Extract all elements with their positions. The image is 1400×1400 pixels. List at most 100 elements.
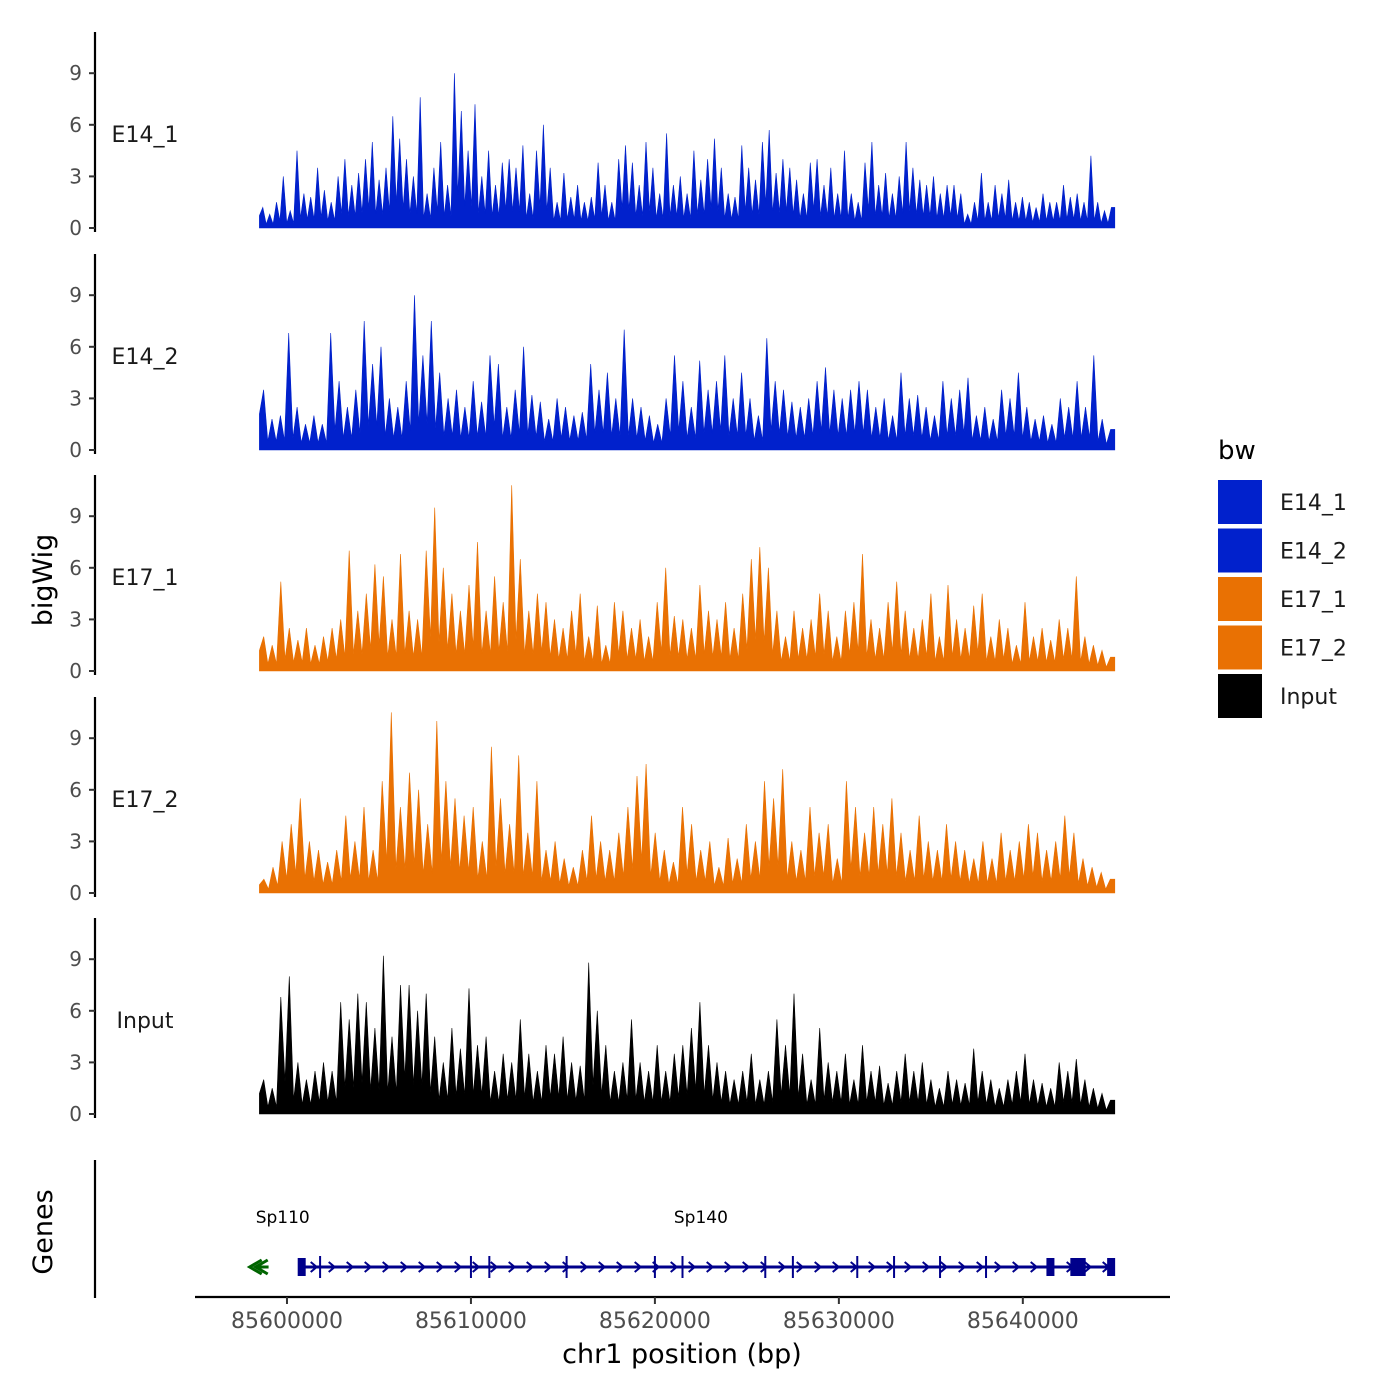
- y-tick-label: 9: [69, 504, 82, 528]
- strand-arrow: [252, 1258, 269, 1276]
- exon: [1107, 1258, 1116, 1276]
- exon: [764, 1256, 767, 1278]
- exon: [653, 1256, 656, 1278]
- signal-tracks: 0 3 6 9 E14_1 0 3 6 9 E14_2 0 3 6 9 E17_1 0 3 6 9 E17_2 0 3 6 9…: [69, 32, 1116, 1126]
- exon: [1046, 1258, 1055, 1276]
- y-tick-label: 0: [69, 438, 82, 462]
- legend-swatch: [1218, 577, 1262, 621]
- strand-arrow: [1084, 1261, 1093, 1273]
- strand-arrow: [364, 1261, 373, 1273]
- track-label: E14_2: [112, 345, 179, 370]
- strand-arrow: [796, 1261, 805, 1273]
- strand-arrow: [436, 1261, 445, 1273]
- exon: [488, 1256, 491, 1278]
- track-e14-1: 0 3 6 9 E14_1: [69, 32, 1116, 240]
- strand-arrow: [418, 1261, 427, 1273]
- y-tick-label: 0: [69, 659, 82, 683]
- legend-swatch: [1218, 528, 1262, 573]
- signal-area: [259, 73, 1116, 229]
- strand-arrow: [508, 1261, 517, 1273]
- strand-arrow: [922, 1261, 931, 1273]
- strand-arrow: [814, 1261, 823, 1273]
- strand-arrow: [1030, 1261, 1039, 1273]
- exon: [565, 1256, 568, 1278]
- strand-arrow: [868, 1261, 877, 1273]
- x-tick-label: 85610000: [415, 1309, 527, 1334]
- x-tick-label: 85630000: [783, 1309, 895, 1334]
- y-tick-label: 0: [69, 1102, 82, 1126]
- track-label: Input: [117, 1009, 174, 1034]
- strand-arrow: [598, 1261, 607, 1273]
- x-tick-label: 85620000: [599, 1309, 711, 1334]
- y-tick-label: 6: [69, 335, 82, 359]
- x-axis-title: chr1 position (bp): [562, 1339, 802, 1370]
- x-tick-label: 85600000: [231, 1309, 343, 1334]
- gene-label: Sp140: [674, 1208, 728, 1228]
- exon: [681, 1256, 684, 1278]
- x-tick-label: 85640000: [967, 1309, 1079, 1334]
- legend-label: E17_1: [1280, 588, 1347, 613]
- exon: [893, 1256, 896, 1278]
- y-tick-label: 9: [69, 947, 82, 971]
- strand-arrow: [580, 1261, 589, 1273]
- strand-arrow: [688, 1261, 697, 1273]
- y-tick-label: 6: [69, 999, 82, 1023]
- strand-arrow: [742, 1261, 751, 1273]
- strand-arrow: [706, 1261, 715, 1273]
- legend-title: bw: [1218, 436, 1256, 466]
- strand-arrow: [346, 1261, 355, 1273]
- exon: [791, 1256, 794, 1278]
- strand-arrow: [310, 1261, 319, 1273]
- track-input: 0 3 6 9 Input: [69, 918, 1116, 1126]
- track-e14-2: 0 3 6 9 E14_2: [69, 254, 1116, 462]
- y-axis-title: bigWig: [28, 534, 59, 627]
- gene-sp110: Sp110: [246, 1208, 310, 1276]
- strand-arrow: [526, 1261, 535, 1273]
- y-tick-label: 3: [69, 386, 82, 410]
- strand-arrow: [246, 1258, 263, 1276]
- legend-label: E14_1: [1280, 491, 1347, 516]
- signal-area: [259, 955, 1116, 1115]
- strand-arrow: [400, 1261, 409, 1273]
- signal-area: [259, 485, 1116, 672]
- exon: [939, 1256, 942, 1278]
- y-tick-label: 9: [69, 726, 82, 750]
- strand-arrow: [670, 1261, 679, 1273]
- y-tick-label: 9: [69, 61, 82, 85]
- strand-arrow: [832, 1261, 841, 1273]
- gene-sp140: Sp140: [297, 1208, 1116, 1278]
- y-tick-label: 3: [69, 607, 82, 631]
- gene-track: Sp110 Sp140: [93, 1160, 1116, 1298]
- strand-arrow: [472, 1261, 481, 1273]
- y-tick-label: 0: [69, 881, 82, 905]
- exon: [1077, 1258, 1086, 1276]
- strand-arrow: [778, 1261, 787, 1273]
- y-tick-label: 6: [69, 778, 82, 802]
- strand-arrow: [544, 1261, 553, 1273]
- track-label: E17_1: [112, 566, 179, 591]
- gene-label: Sp110: [256, 1208, 310, 1228]
- track-e17-2: 0 3 6 9 E17_2: [69, 697, 1116, 905]
- exon: [319, 1256, 322, 1278]
- strand-arrow: [904, 1261, 913, 1273]
- legend-swatch: [1218, 674, 1262, 718]
- y-tick-label: 6: [69, 556, 82, 580]
- strand-arrow: [382, 1261, 391, 1273]
- legend: bw E14_1 E14_2 E17_1 E17_2 Input: [1218, 436, 1347, 718]
- track-label: E14_1: [112, 123, 179, 148]
- legend-label: E17_2: [1280, 637, 1347, 662]
- strand-arrow: [724, 1261, 733, 1273]
- y-tick-label: 0: [69, 216, 82, 240]
- exon: [985, 1256, 988, 1278]
- strand-arrow: [760, 1261, 769, 1273]
- strand-arrow: [634, 1261, 643, 1273]
- legend-swatch: [1218, 480, 1262, 524]
- legend-label: E14_2: [1280, 540, 1347, 565]
- signal-area: [259, 712, 1116, 894]
- y-tick-label: 9: [69, 283, 82, 307]
- exon: [1070, 1258, 1079, 1276]
- strand-arrow: [940, 1261, 949, 1273]
- strand-arrow: [328, 1261, 337, 1273]
- strand-arrow: [1012, 1261, 1021, 1273]
- strand-arrow: [562, 1261, 571, 1273]
